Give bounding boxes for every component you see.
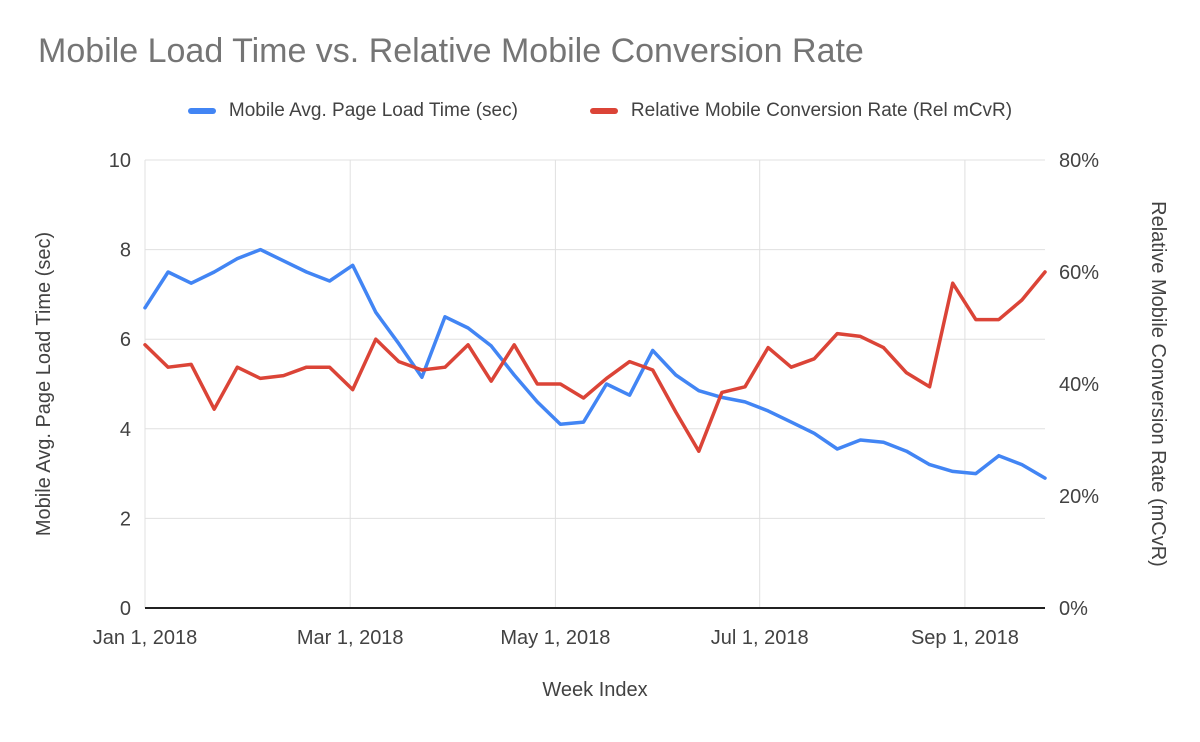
x-tick-label: Sep 1, 2018 [911, 627, 1019, 649]
right-tick-label: 20% [1059, 486, 1099, 508]
left-tick-label: 8 [120, 240, 131, 262]
right-tick-label: 80% [1059, 150, 1099, 172]
legend-label-conversion-rate: Relative Mobile Conversion Rate (Rel mCv… [630, 100, 1013, 121]
left-axis-title: Mobile Avg. Page Load Time (sec) [33, 232, 55, 536]
legend-swatch-red-icon [589, 108, 618, 114]
legend-item-load-time[interactable]: Mobile Avg. Page Load Time (sec) [187, 100, 518, 122]
x-tick-label: May 1, 2018 [500, 627, 610, 649]
right-tick-label: 0% [1059, 598, 1088, 620]
series-line-0[interactable] [143, 247, 1047, 480]
chart-title: Mobile Load Time vs. Relative Mobile Con… [38, 32, 864, 70]
right-tick-label: 40% [1059, 374, 1099, 396]
series-line-1[interactable] [143, 270, 1047, 453]
x-tick-label: Jul 1, 2018 [711, 627, 809, 649]
left-tick-label: 10 [109, 150, 131, 172]
legend-label-load-time: Mobile Avg. Page Load Time (sec) [228, 100, 518, 121]
right-tick-label: 60% [1059, 262, 1099, 284]
left-tick-label: 6 [120, 329, 131, 351]
left-tick-label: 0 [120, 598, 131, 620]
x-axis-title: Week Index [542, 679, 647, 701]
chart-legend: Mobile Avg. Page Load Time (sec) Relativ… [0, 100, 1200, 122]
left-tick-label: 4 [120, 419, 131, 441]
legend-swatch-blue-icon [187, 108, 216, 114]
right-axis-title: Relative Mobile Conversion Rate (mCvR) [1147, 201, 1169, 567]
x-tick-label: Mar 1, 2018 [297, 627, 404, 649]
left-tick-label: 2 [120, 508, 131, 530]
x-tick-label: Jan 1, 2018 [93, 627, 198, 649]
legend-item-conversion-rate[interactable]: Relative Mobile Conversion Rate (Rel mCv… [589, 100, 1013, 122]
